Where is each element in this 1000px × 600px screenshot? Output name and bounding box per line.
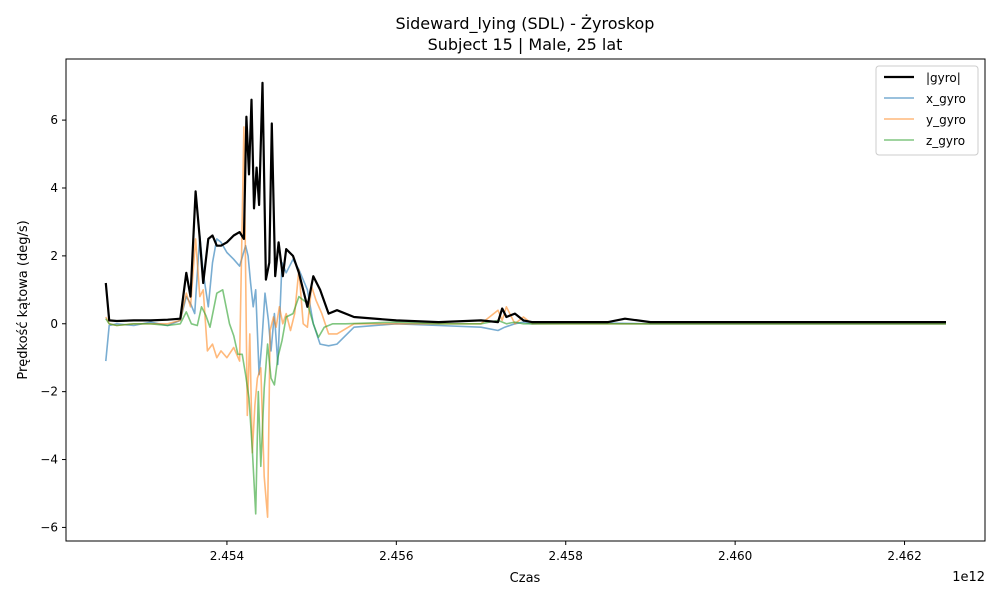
x-tick-label: 2.456 bbox=[379, 549, 413, 563]
series-line-1 bbox=[105, 126, 946, 519]
x-tick-label: 2.462 bbox=[887, 549, 921, 563]
y-axis: −6 −4 −2 0 2 4 6 bbox=[40, 113, 66, 534]
y-tick-label: −6 bbox=[40, 520, 58, 534]
legend: |gyro| x_gyro y_gyro z_gyro bbox=[875, 65, 979, 156]
plot-area bbox=[104, 81, 946, 519]
legend-label: z_gyro bbox=[926, 134, 965, 148]
x-tick-label: 2.458 bbox=[549, 549, 583, 563]
series-line-3 bbox=[104, 81, 946, 324]
y-axis-label: Prędkość kątowa (deg/s) bbox=[16, 220, 31, 379]
chart-title: Sideward_lying (SDL) - Żyroskop bbox=[396, 14, 655, 34]
y-tick-label: 4 bbox=[50, 181, 58, 195]
y-tick-label: 0 bbox=[50, 317, 58, 331]
axes-frame bbox=[65, 58, 986, 542]
y-tick-label: 6 bbox=[50, 113, 58, 127]
series-line-2 bbox=[105, 288, 946, 515]
chart-subtitle: Subject 15 | Male, 25 lat bbox=[428, 35, 623, 54]
legend-label: |gyro| bbox=[926, 71, 961, 85]
x-axis-label: Czas bbox=[510, 571, 541, 586]
x-offset-label: 1e12 bbox=[952, 570, 985, 585]
legend-box bbox=[875, 65, 979, 156]
x-axis: 2.454 2.456 2.458 2.460 2.462 bbox=[210, 541, 922, 563]
legend-label: x_gyro bbox=[926, 92, 966, 106]
x-tick-label: 2.460 bbox=[718, 549, 752, 563]
x-tick-label: 2.454 bbox=[210, 549, 244, 563]
y-tick-label: 2 bbox=[50, 249, 58, 263]
series-line-0 bbox=[105, 234, 946, 376]
legend-label: y_gyro bbox=[926, 113, 966, 127]
y-tick-label: −2 bbox=[40, 385, 58, 399]
y-tick-label: −4 bbox=[40, 453, 58, 467]
